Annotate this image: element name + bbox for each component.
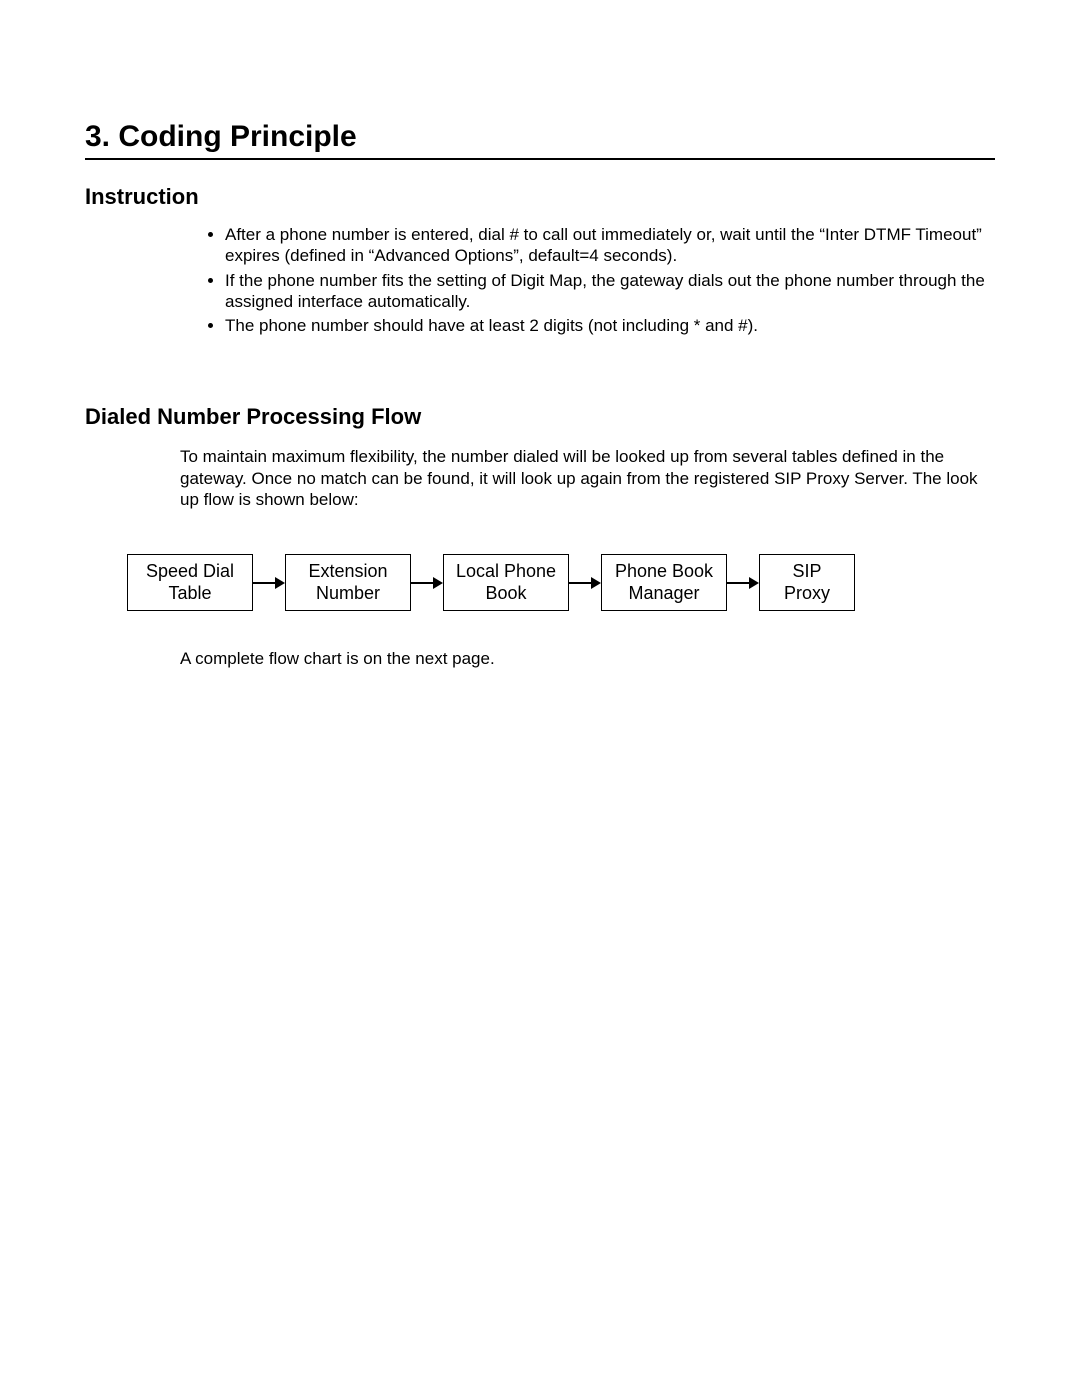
flow-intro-paragraph: To maintain maximum flexibility, the num… — [180, 446, 995, 510]
document-page: 3. Coding Principle Instruction After a … — [0, 0, 1080, 669]
flow-node-line2: Table — [168, 583, 211, 603]
arrow-icon — [569, 573, 601, 593]
chapter-title: 3. Coding Principle — [85, 120, 995, 160]
instruction-bullets: After a phone number is entered, dial # … — [225, 224, 995, 336]
flowchart: Speed Dial Table Extension Number Local … — [127, 554, 995, 611]
flow-node-line1: Extension — [308, 561, 387, 581]
arrow-icon — [411, 573, 443, 593]
flow-node-line2: Manager — [628, 583, 699, 603]
flow-node-line1: Phone Book — [615, 561, 713, 581]
section-instruction-title: Instruction — [85, 184, 995, 210]
bullet-item: After a phone number is entered, dial # … — [225, 224, 995, 267]
flow-node-line2: Proxy — [784, 583, 830, 603]
followup-text: A complete flow chart is on the next pag… — [180, 649, 995, 669]
flow-node-line2: Book — [485, 583, 526, 603]
flow-node-phone-book-manager: Phone Book Manager — [601, 554, 727, 611]
arrow-icon — [253, 573, 285, 593]
flow-node-line1: Speed Dial — [146, 561, 234, 581]
flow-node-extension: Extension Number — [285, 554, 411, 611]
section-flow-title: Dialed Number Processing Flow — [85, 404, 995, 430]
flow-node-local-phone-book: Local Phone Book — [443, 554, 569, 611]
flow-node-line1: SIP — [792, 561, 821, 581]
arrow-icon — [727, 573, 759, 593]
flow-node-line1: Local Phone — [456, 561, 556, 581]
bullet-item: If the phone number fits the setting of … — [225, 270, 995, 313]
flow-node-line2: Number — [316, 583, 380, 603]
flow-node-sip-proxy: SIP Proxy — [759, 554, 855, 611]
flow-node-speed-dial: Speed Dial Table — [127, 554, 253, 611]
bullet-item: The phone number should have at least 2 … — [225, 315, 995, 336]
